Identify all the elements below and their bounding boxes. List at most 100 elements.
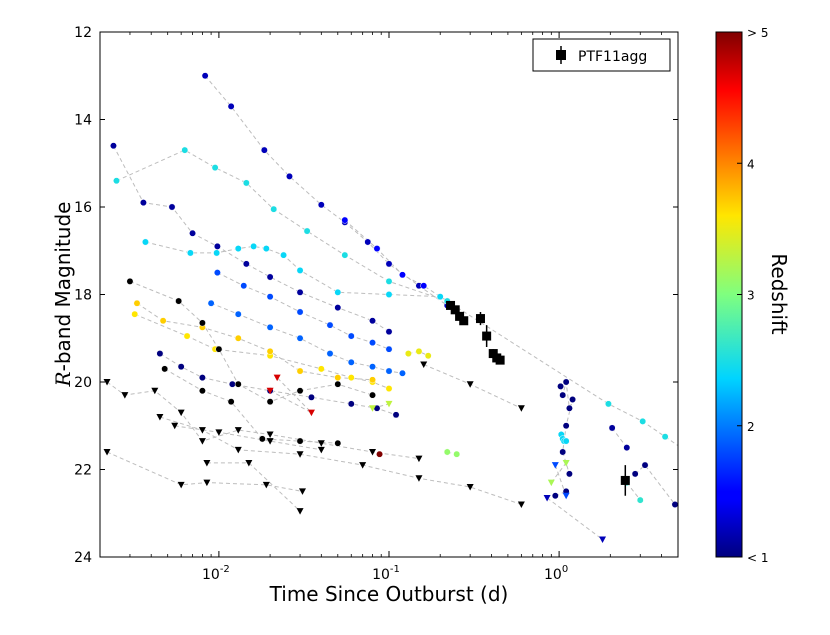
- upper-limit-marker: [198, 427, 206, 434]
- afterglow-point: [266, 293, 274, 301]
- upper-limit-marker: [517, 405, 525, 412]
- afterglow-line: [164, 368, 338, 444]
- afterglow-point: [436, 293, 444, 301]
- afterglow-point: [373, 245, 381, 253]
- upper-limit-marker: [198, 438, 206, 445]
- afterglow-point: [334, 374, 342, 382]
- afterglow-point: [189, 229, 196, 237]
- y-tick-label: 24: [74, 550, 92, 566]
- upper-limit-marker: [415, 475, 423, 482]
- afterglow-point: [266, 323, 274, 331]
- afterglow-point: [385, 367, 393, 375]
- afterglow-point: [385, 328, 393, 336]
- afterglow-point: [364, 238, 372, 246]
- afterglow-point: [113, 177, 120, 185]
- afterglow-line: [134, 313, 390, 390]
- afterglow-point: [385, 345, 393, 353]
- upper-limit-marker: [203, 459, 211, 467]
- afterglow-point: [242, 260, 250, 268]
- afterglow-point: [262, 245, 270, 253]
- afterglow-point: [639, 417, 647, 425]
- upper-limit-marker: [466, 381, 474, 388]
- afterglow-point: [307, 393, 315, 401]
- y-tick-label: 18: [74, 288, 92, 304]
- afterglow-point: [131, 310, 139, 318]
- afterglow-point: [334, 288, 342, 296]
- afterglow-line: [136, 302, 373, 381]
- afterglow-point: [317, 365, 325, 373]
- afterglow-point: [286, 172, 293, 180]
- upper-limit-marker: [359, 462, 367, 469]
- afterglow-point: [608, 424, 616, 432]
- afterglow-point: [604, 400, 612, 408]
- colorbar-tick-label: 3: [747, 289, 755, 303]
- afterglow-point: [156, 350, 164, 358]
- colorbar-ticks: < 1 2 3 4 > 5: [737, 26, 769, 565]
- afterglow-point: [347, 374, 355, 382]
- ptf11agg-point: [446, 300, 456, 310]
- afterglow-point: [296, 437, 304, 445]
- afterglow-point: [369, 376, 376, 384]
- afterglow-point: [334, 380, 342, 388]
- upper-limit-marker: [273, 374, 281, 382]
- colorbar-tick-label: > 5: [747, 26, 769, 40]
- afterglow-line: [269, 377, 312, 414]
- upper-limit-marker: [466, 484, 474, 491]
- ptf11agg-point: [495, 355, 505, 365]
- afterglow-point: [213, 242, 221, 250]
- upper-limit-marker: [517, 501, 525, 508]
- afterglow-point: [559, 391, 567, 399]
- afterglow-point: [181, 146, 189, 154]
- afterglow-point: [296, 288, 304, 296]
- afterglow-point: [296, 387, 304, 395]
- afterglow-point: [569, 396, 577, 403]
- upper-limit-marker: [547, 479, 555, 487]
- upper-limit-marker: [551, 462, 559, 469]
- legend: PTF11agg: [532, 38, 671, 72]
- afterglow-point: [198, 374, 206, 382]
- afterglow-point: [559, 448, 567, 456]
- axes: 12 14 16 18 20 22 24 10-2 10-1 100: [74, 25, 679, 583]
- upper-limit-marker: [296, 508, 304, 515]
- y-tick-label: 22: [74, 463, 92, 479]
- afterglow-point: [126, 277, 134, 285]
- afterglow-point: [661, 433, 669, 441]
- afterglow-point: [201, 72, 209, 80]
- afterglow-point: [453, 450, 461, 458]
- upper-limit-marker: [103, 449, 111, 456]
- afterglow-point: [213, 249, 221, 257]
- y-tick-label: 16: [74, 200, 92, 216]
- upper-limit-marker: [385, 400, 393, 408]
- afterglow-line: [159, 353, 397, 416]
- afterglow-point: [266, 398, 274, 406]
- afterglow-point: [234, 334, 242, 342]
- afterglow-point: [562, 422, 570, 430]
- afterglow-point: [347, 400, 355, 408]
- upper-limit-marker: [415, 455, 423, 463]
- afterglow-point: [296, 266, 304, 274]
- ptf11agg-point: [450, 305, 460, 315]
- afterglow-point: [347, 332, 355, 340]
- colorbar-label: Redshift: [767, 253, 791, 334]
- afterglow-point: [415, 347, 423, 355]
- afterglow-point: [317, 201, 325, 209]
- upper-limit-marker: [562, 459, 570, 467]
- afterglow-line: [560, 381, 574, 475]
- afterglow-point: [198, 387, 206, 395]
- afterglow-point: [234, 245, 242, 253]
- upper-limit-marker: [298, 488, 306, 495]
- upper-limit-marker: [245, 459, 253, 467]
- ptf11agg-point: [620, 475, 630, 485]
- afterglow-point: [671, 501, 678, 508]
- upper-limit-marker: [317, 446, 325, 454]
- afterglow-point: [198, 319, 206, 327]
- afterglow-point: [207, 299, 215, 307]
- afterglow-point: [347, 358, 355, 366]
- upper-limit-marker: [266, 438, 274, 445]
- afterglow-point: [369, 317, 376, 325]
- afterglow-point: [213, 269, 221, 277]
- upper-limit-marker: [369, 449, 377, 456]
- afterglow-point: [161, 365, 169, 373]
- afterglow-point: [270, 205, 278, 213]
